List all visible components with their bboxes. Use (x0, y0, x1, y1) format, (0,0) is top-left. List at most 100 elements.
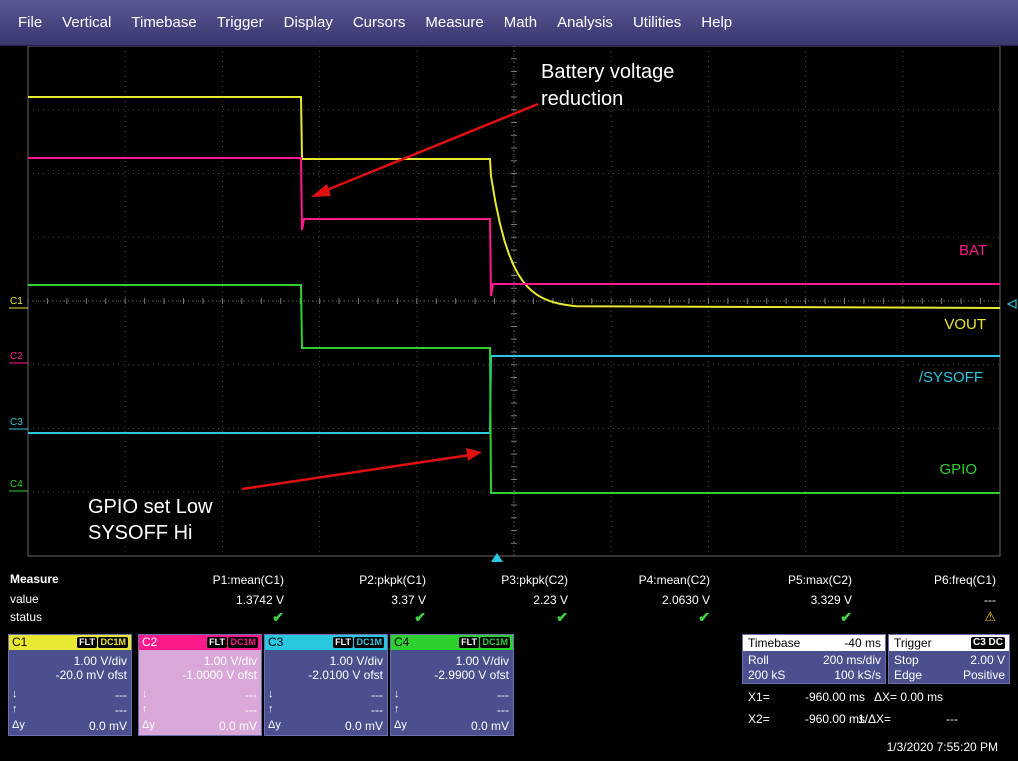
channel-marker-c4[interactable]: C4 (10, 479, 23, 490)
menu-item-utilities[interactable]: Utilities (632, 14, 682, 31)
menu-item-file[interactable]: File (18, 14, 43, 31)
cursor-up-icon: ↑ (394, 703, 400, 715)
coupling-badge: DC1M (480, 637, 510, 648)
menu-item-help[interactable]: Help (701, 14, 733, 31)
graticule (27, 46, 1001, 557)
channel-name: C4 (394, 635, 410, 649)
trace-label-vout: VOUT (944, 316, 986, 333)
cursor-down-icon: ↓ (394, 688, 400, 700)
measure-param-name[interactable]: P4:mean(C2) (638, 573, 710, 587)
measure-title: Measure (10, 572, 59, 586)
trace-label-gpio: GPIO (939, 461, 977, 478)
trigger-level-marker[interactable] (1006, 299, 1017, 309)
filter-badge: FLT (333, 637, 353, 648)
trigger-title: Trigger (894, 636, 932, 650)
channel-name: C1 (12, 635, 28, 649)
volts-per-div: 1.00 V/div (73, 654, 127, 668)
cursor-1-value: --- (245, 688, 257, 702)
waveform-c1-vout (28, 96, 1001, 309)
offset: -2.9900 V ofst (434, 668, 509, 682)
filter-badge: FLT (459, 637, 479, 648)
channel-descriptor-c4[interactable]: C4 FLT DC1M 1.00 V/div -2.9900 V ofst ↓ … (390, 634, 514, 736)
delta-y-value: 0.0 mV (88, 719, 127, 733)
cursor-x2-readout: X2= -960.00 ms (748, 712, 866, 726)
volts-per-div: 1.00 V/div (329, 654, 383, 668)
arrow-gpio-head (466, 448, 482, 461)
measure-param-value: 2.23 V (533, 593, 568, 607)
measure-param-name[interactable]: P2:pkpk(C1) (359, 573, 426, 587)
warning-icon: ⚠ (984, 609, 996, 624)
timebase-samples: 200 kS (748, 668, 786, 682)
cursor-up-icon: ↑ (12, 703, 18, 715)
measure-param-value: --- (984, 593, 996, 607)
measure-param-name[interactable]: P3:pkpk(C2) (501, 573, 568, 587)
annotations: Battery voltage reduction GPIO set Low S… (88, 61, 674, 544)
cursor-2-value: --- (245, 703, 257, 717)
measure-value-label: value (10, 592, 39, 606)
trigger-panel[interactable]: Trigger C3 DC Stop 2.00 V Edge Positive (888, 634, 1010, 684)
measure-param-name[interactable]: P5:max(C2) (787, 573, 852, 587)
measure-param-value: 3.329 V (810, 593, 852, 607)
arrow-battery (321, 102, 539, 194)
channel-descriptor-c3[interactable]: C3 FLT DC1M 1.00 V/div -2.0100 V ofst ↓ … (264, 634, 388, 736)
check-icon: ✔ (840, 609, 852, 625)
timebase-panel[interactable]: Timebase -40 ms Roll 200 ms/div 200 kS 1… (742, 634, 886, 684)
cursor-down-icon: ↓ (12, 688, 18, 700)
measure-status-row: status (10, 610, 1010, 628)
menu-item-timebase[interactable]: Timebase (131, 14, 197, 31)
channel-name: C2 (142, 635, 158, 649)
cursor-x1-readout: X1= -960.00 ms (748, 690, 866, 704)
coupling-badge: DC1M (98, 637, 128, 648)
filter-badge: FLT (207, 637, 227, 648)
scope-display[interactable]: C1 C2 C3 C4 BAT VOUT /SYSOFF GPIO Battery v… (0, 46, 1018, 564)
delta-y-value: 0.0 mV (218, 719, 257, 733)
channel-descriptor-c1[interactable]: C1 FLT DC1M 1.00 V/div -20.0 mV ofst ↓ -… (8, 634, 132, 736)
annotation-battery-line1: Battery voltage (541, 61, 674, 83)
measure-param-value: 2.0630 V (661, 593, 710, 607)
measure-param-name[interactable]: P1:mean(C1) (212, 573, 284, 587)
menu-item-analysis[interactable]: Analysis (557, 14, 613, 31)
cursor-down-icon: ↓ (142, 688, 148, 700)
measure-status-label: status (10, 610, 43, 624)
measure-param-value: 1.3742 V (235, 593, 284, 607)
channel-marker-c3[interactable]: C3 (10, 417, 23, 428)
menu-bar: File Vertical Timebase Trigger Display Cursor… (0, 0, 1018, 46)
annotation-gpio-line2: SYSOFF Hi (88, 522, 192, 544)
menu-item-measure[interactable]: Measure (425, 14, 484, 31)
measure-table: Measure value status P1:mean(C1) 1.3742 V… (0, 572, 1018, 632)
timebase-title: Timebase (748, 636, 801, 650)
check-icon: ✔ (272, 609, 284, 625)
offset: -1.0000 V ofst (182, 668, 257, 682)
trigger-position-marker[interactable] (491, 553, 503, 562)
cursor-up-icon: ↑ (268, 703, 274, 715)
menu-item-cursors[interactable]: Cursors (352, 14, 406, 31)
trace-label-sysoff: /SYSOFF (919, 369, 983, 386)
menu-item-trigger[interactable]: Trigger (216, 14, 264, 31)
waveform-c4-gpio (28, 284, 1000, 494)
waveforms (28, 96, 1001, 494)
trace-label-bat: BAT (959, 242, 987, 259)
channel-marker-c2[interactable]: C2 (10, 351, 23, 362)
cursor-2-value: --- (371, 703, 383, 717)
menu-item-math[interactable]: Math (503, 14, 538, 31)
check-icon: ✔ (698, 609, 710, 625)
channel-descriptor-c2[interactable]: C2 FLT DC1M 1.00 V/div -1.0000 V ofst ↓ … (138, 634, 262, 736)
trigger-source-coupling: C3 DC (970, 637, 1005, 649)
trigger-mode: Stop (894, 653, 919, 667)
delta-y-label: Δy (12, 719, 25, 731)
measure-value-row: value (10, 592, 1010, 610)
delta-y-value: 0.0 mV (470, 719, 509, 733)
check-icon: ✔ (414, 609, 426, 625)
measure-param-name[interactable]: P6:freq(C1) (933, 573, 996, 587)
measure-param-value: 3.37 V (391, 593, 426, 607)
cursor-2-value: --- (115, 703, 127, 717)
menu-item-display[interactable]: Display (283, 14, 333, 31)
channel-marker-c1[interactable]: C1 (10, 296, 23, 307)
menu-item-vertical[interactable]: Vertical (62, 14, 112, 31)
cursor-1-value: --- (371, 688, 383, 702)
cursor-2-value: --- (497, 703, 509, 717)
delta-y-label: Δy (394, 719, 407, 731)
timebase-sample-rate: 100 kS/s (834, 668, 881, 682)
cursor-1-value: --- (115, 688, 127, 702)
cursor-inverse-readout: 1/ΔX= --- (858, 712, 958, 726)
